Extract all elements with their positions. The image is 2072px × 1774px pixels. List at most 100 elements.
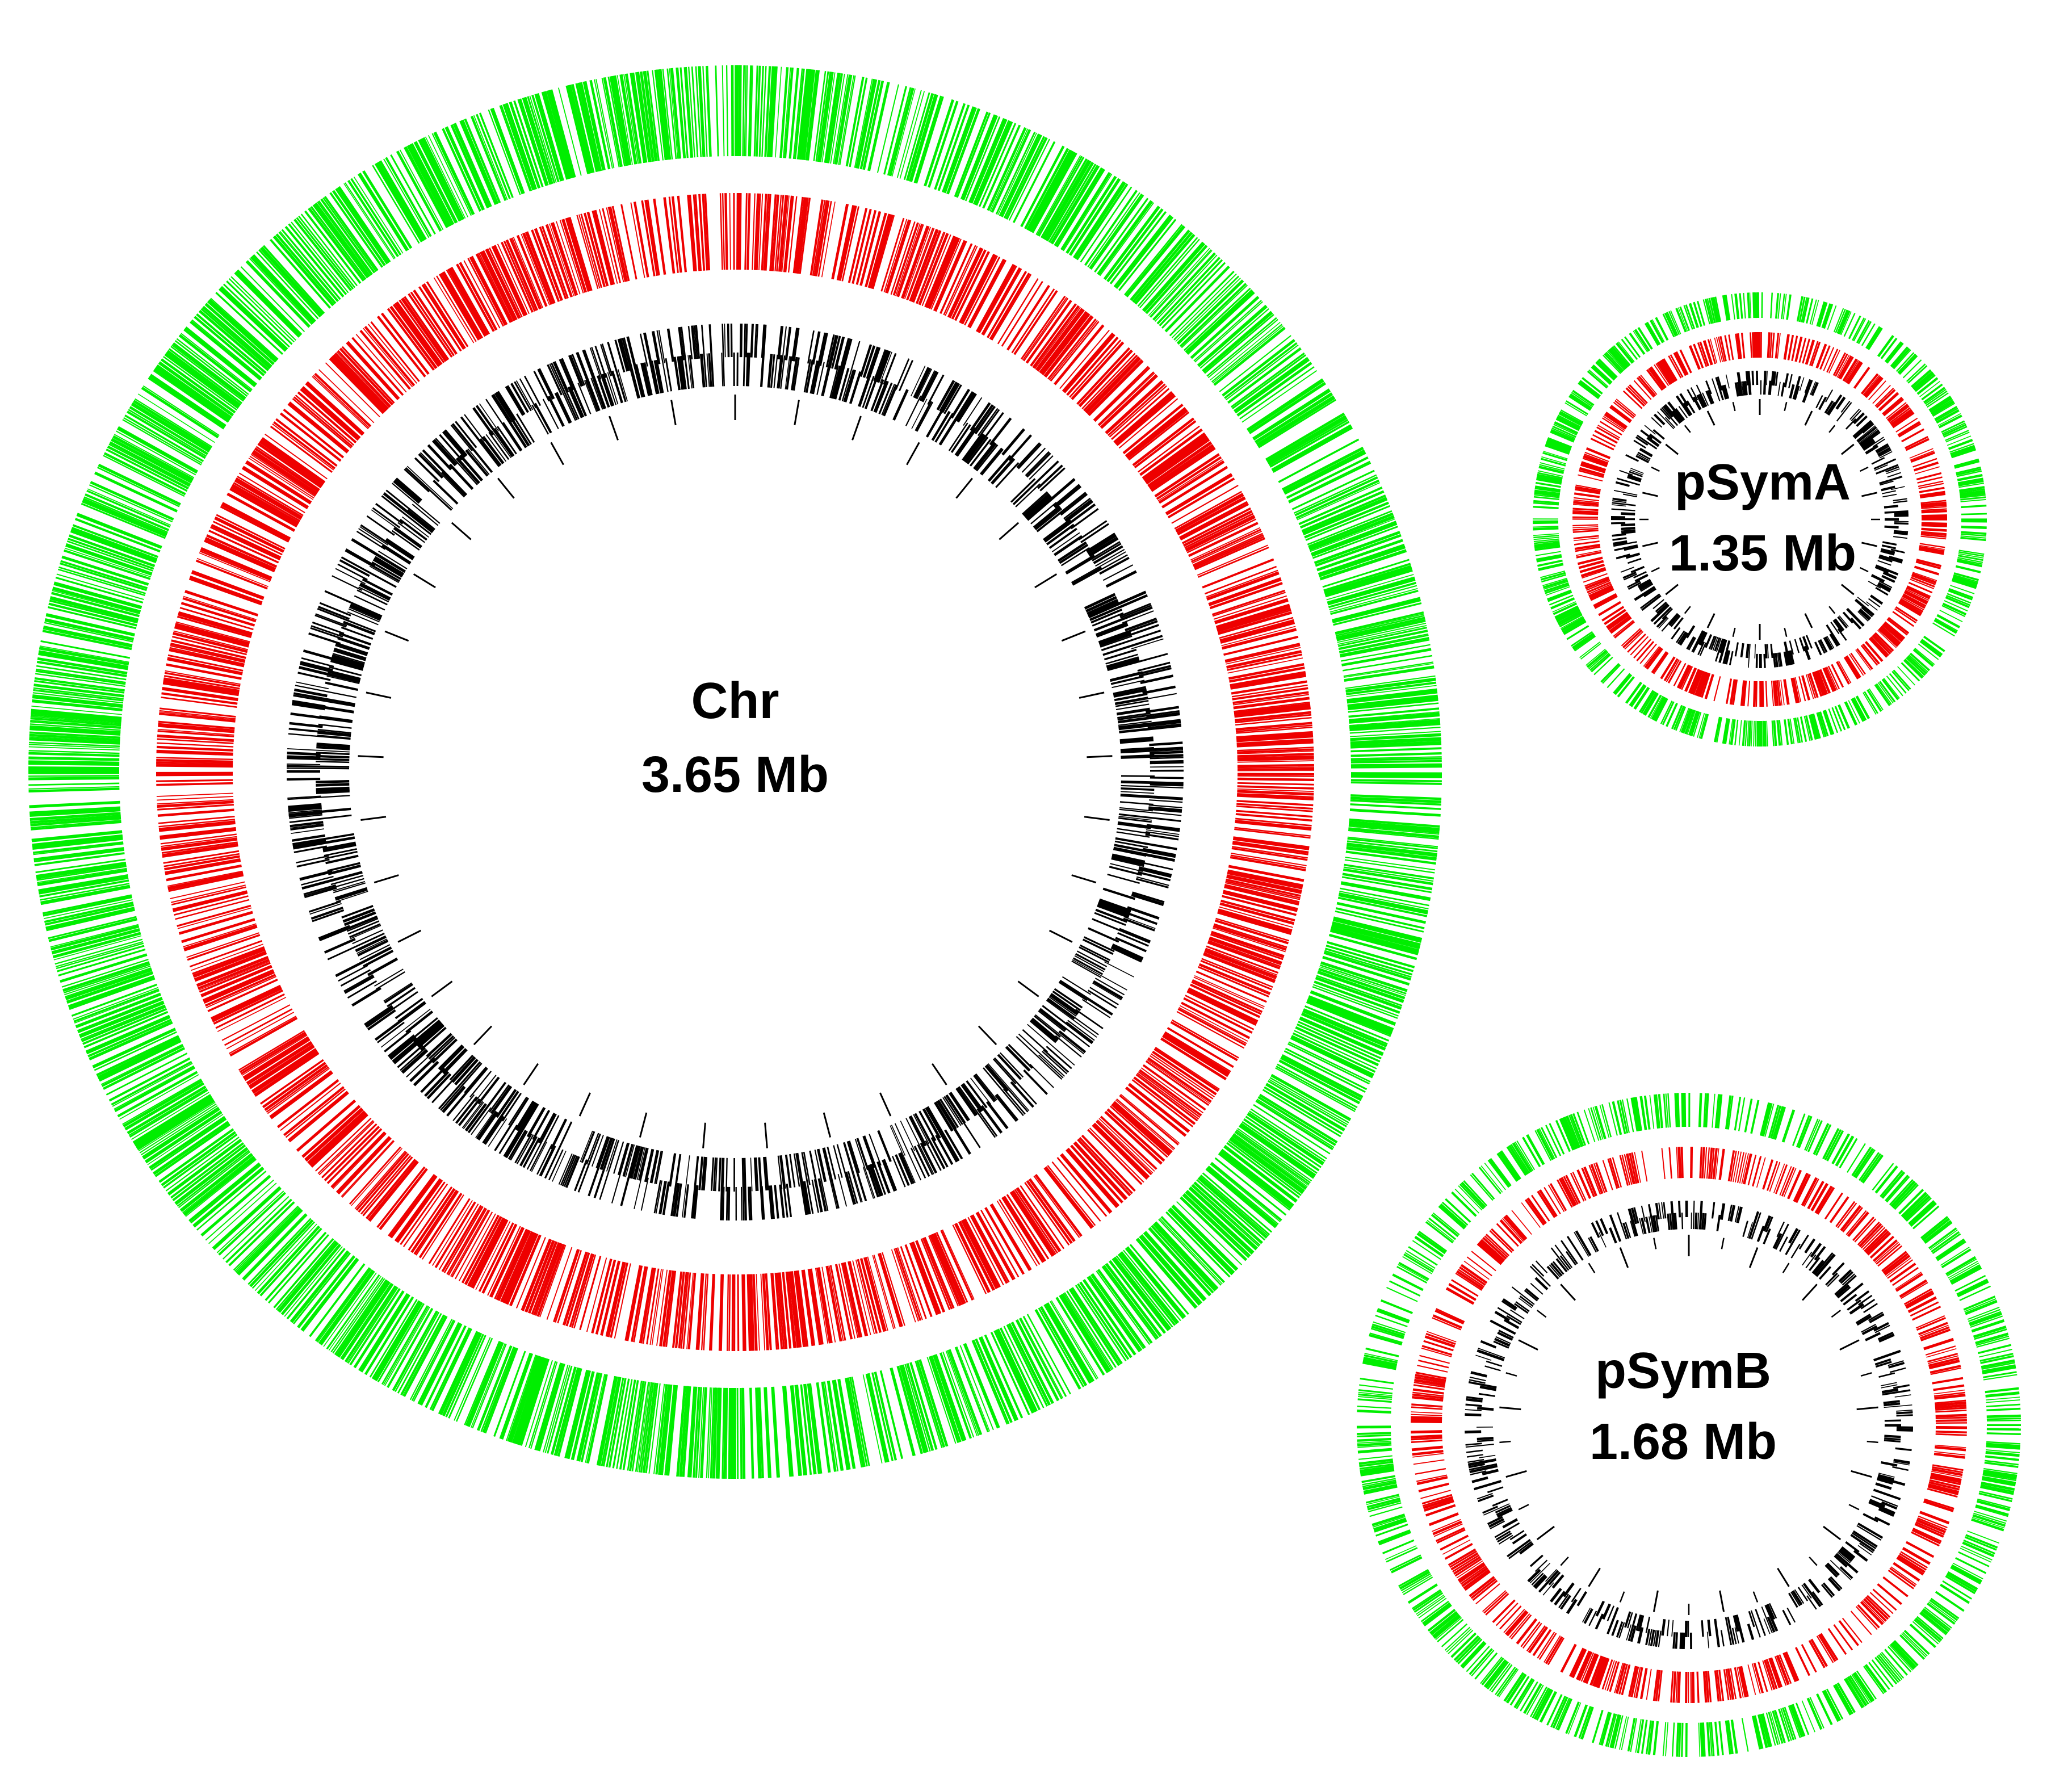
psyma-name-label: pSymA (1675, 454, 1851, 511)
chr-middle-gene-mark-717 (509, 238, 542, 310)
chr-outer-gene-mark-1350 (1214, 328, 1286, 386)
chr-outer-gene-mark-1037 (459, 120, 497, 206)
psymb-outer-gene-mark-33 (1964, 1536, 1997, 1551)
psyma-middle-gene-mark-286 (1888, 405, 1910, 422)
psyma-middle-gene-mark-296 (1905, 438, 1930, 451)
chr-outer-gene-mark-889 (129, 406, 208, 455)
chr-outer-gene-mark-1479 (1349, 712, 1440, 723)
chr-middle-gene-mark-474 (181, 918, 255, 943)
chr-middle-gene-mark-738 (561, 219, 587, 293)
chr-middle-gene-mark-310 (573, 1254, 597, 1329)
chr-middle-gene-mark-381 (367, 1160, 418, 1222)
chr-inner-gene-mark-882 (1051, 532, 1080, 552)
chr-outer-gene-mark-1211 (915, 96, 944, 184)
chr-outer-gene-mark-894 (137, 393, 215, 443)
chr-outer-gene-mark-868 (104, 452, 186, 494)
psyma-middle-gene-mark-259 (1819, 345, 1831, 370)
chr-inner-gene-mark-236 (743, 1157, 747, 1221)
psymb-outer-gene-mark-237 (1368, 1502, 1402, 1513)
psyma-outer-gene-mark-336 (1843, 313, 1856, 337)
psyma-middle-gene-mark-34 (1888, 617, 1910, 634)
psyma-outer-gene-mark-320 (1798, 296, 1806, 322)
chr-inner-gene-mark-280 (625, 1144, 635, 1177)
chr-outer-gene-mark-1170 (802, 69, 816, 161)
chr-outer-gene-mark-1287 (1094, 198, 1149, 273)
psyma-inner-gene-mark-203 (1721, 385, 1728, 400)
chr-inner-gene-mark-44 (1132, 891, 1165, 903)
chr-inner-gene-mark-769 (834, 336, 845, 370)
chr-middle-gene-mark-16 (1235, 820, 1312, 831)
chr-middle-gene-mark-306 (595, 1259, 616, 1335)
chr-middle-gene-mark-648 (318, 369, 375, 423)
chr-inner-gene-mark-421 (349, 923, 381, 938)
chr-middle-gene-mark-691 (441, 272, 482, 339)
psyma-outer-gene-mark-92 (1766, 720, 1768, 746)
chr-inner-gene-mark-829 (974, 405, 996, 435)
chr-outer-gene-mark-1441 (1332, 597, 1421, 622)
chr-outer-gene-mark-1396 (1293, 474, 1377, 514)
chr-outer-gene-mark-1095 (609, 76, 628, 166)
chr-outer-gene-mark-731 (30, 821, 121, 831)
psyma-outer-gene-mark-146 (1607, 668, 1625, 689)
chr-inner-gene-mark-417 (327, 932, 385, 961)
psyma-inner-gene-mark-160 (1630, 467, 1644, 474)
psyma-outer-gene-mark-173 (1552, 601, 1576, 613)
psyma-outer-gene-mark-170 (1555, 607, 1580, 621)
psyma-outer-gene-mark-318 (1786, 294, 1792, 320)
chr-inner-gene-mark-538 (315, 613, 347, 627)
psyma-outer-gene-mark-359 (1912, 371, 1933, 389)
chr-inner-gene-mark-510 (295, 685, 357, 698)
chr-outer-gene-mark-323 (871, 1372, 894, 1462)
chr-outer-gene-mark-1361 (1234, 357, 1309, 413)
psyma-inner-gene-mark-208 (1737, 372, 1743, 396)
psyma-outer-gene-mark-12 (1957, 558, 1983, 565)
chr-middle-gene-mark-431 (246, 1041, 312, 1084)
chr-outer-gene-mark-1080 (571, 83, 595, 173)
chr-inner-gene-mark-623 (482, 435, 505, 464)
chr-inner-gene-mark-60 (1117, 932, 1149, 947)
chr-inner-gene-mark-666 (568, 355, 582, 387)
chr-outer-gene-mark-196 (1159, 1218, 1223, 1285)
psyma-inner-gene-mark-117 (1640, 583, 1654, 592)
chr-outer-gene-mark-1425 (1319, 549, 1407, 579)
chr-outer-gene-mark-1485 (1349, 724, 1441, 732)
chr-inner-gene-mark-949 (1115, 703, 1150, 711)
psyma-inner-gene-mark-125 (1624, 573, 1637, 581)
psyma-outer-gene-mark-315 (1777, 293, 1781, 319)
chr-outer-gene-mark-1339 (1198, 305, 1268, 367)
chr-outer-gene-mark-1113 (644, 70, 658, 162)
chr-inner-gene-mark-211 (803, 1151, 811, 1185)
chr-middle-gene-mark-676 (399, 299, 445, 363)
psyma-outer-gene-mark-314 (1775, 293, 1780, 319)
chr-middle-gene-mark-215 (863, 1257, 886, 1332)
chr-inner-gene-mark-670 (585, 380, 598, 412)
chr-outer-gene-mark-1005 (376, 161, 425, 242)
chr-middle-gene-mark-294 (642, 1268, 656, 1344)
psyma-inner-gene-mark-229 (1794, 385, 1800, 400)
chr-outer-gene-mark-1292 (1104, 206, 1160, 280)
chr-middle-gene-mark-916 (1097, 371, 1155, 426)
chr-middle-gene-mark-1021 (1231, 680, 1307, 695)
chr-outer-gene-mark-1199 (887, 87, 912, 176)
chr-middle-gene-mark-326 (526, 1240, 555, 1313)
psyma-outer-gene-mark-182 (1542, 578, 1568, 589)
chr-outer-gene-mark-1499 (1350, 757, 1442, 762)
chr-middle-gene-mark-152 (1034, 1173, 1083, 1237)
chr-middle-gene-mark-873 (983, 269, 1022, 336)
chr-inner-gene-mark-414 (356, 938, 388, 954)
psyma-outer-gene-mark-171 (1554, 605, 1579, 619)
chr-outer-gene-mark-930 (194, 316, 265, 376)
chr-inner-gene-mark-8 (1149, 799, 1183, 803)
psyma-inner-gene-mark-122 (1627, 580, 1641, 588)
chr-inner-gene-mark-23 (1117, 828, 1151, 834)
psyma-inner-gene-mark-9 (1890, 548, 1905, 553)
psymb-outer-gene-mark-260 (1357, 1434, 1391, 1437)
chr-inner-gene-mark-531 (337, 637, 370, 650)
chr-inner-gene-mark-527 (333, 647, 367, 660)
chr-middle-gene-mark-299 (626, 1265, 643, 1341)
chr-inner-gene-mark-377 (420, 1026, 447, 1051)
psymb-outer-gene-mark-57 (1919, 1613, 1947, 1635)
chr-outer-gene-mark-1380 (1267, 416, 1348, 465)
psyma-middle-gene-mark-93 (1729, 679, 1737, 705)
chr-middle-gene-mark-479 (174, 895, 249, 916)
